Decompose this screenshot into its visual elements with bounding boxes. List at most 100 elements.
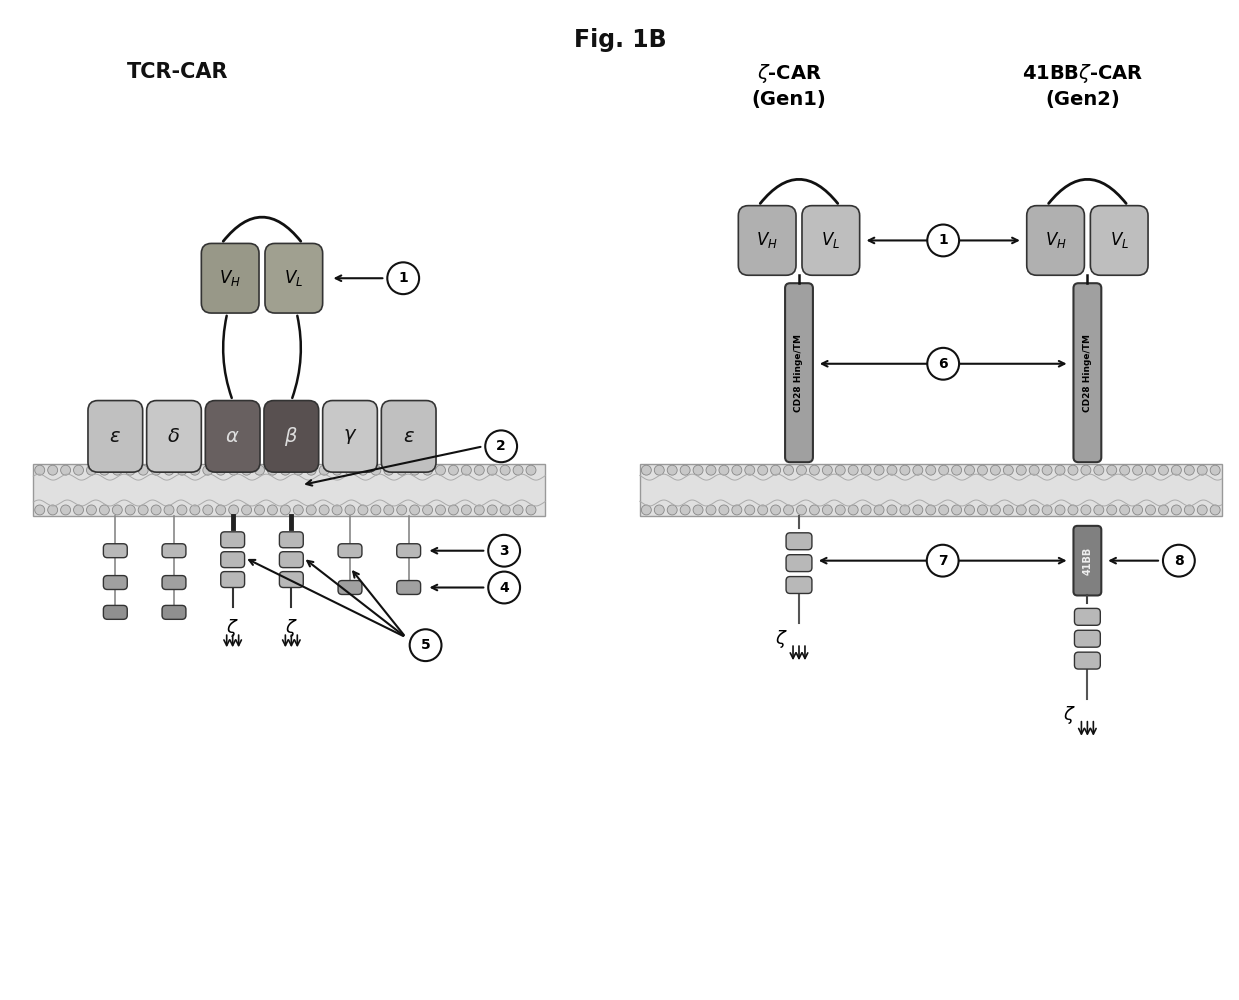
Circle shape — [320, 505, 330, 515]
FancyBboxPatch shape — [206, 401, 260, 472]
Circle shape — [719, 465, 729, 475]
Circle shape — [1120, 505, 1130, 515]
Circle shape — [164, 505, 173, 515]
Circle shape — [1146, 505, 1156, 515]
Circle shape — [344, 465, 356, 475]
Circle shape — [47, 505, 58, 515]
Circle shape — [139, 465, 149, 475]
FancyBboxPatch shape — [280, 572, 304, 588]
Text: CD28 Hinge/TM: CD28 Hinge/TM — [794, 334, 804, 412]
Circle shape — [680, 465, 690, 475]
Circle shape — [939, 465, 949, 475]
Circle shape — [87, 505, 97, 515]
Text: TCR-CAR: TCR-CAR — [126, 62, 228, 82]
Circle shape — [809, 465, 819, 475]
FancyBboxPatch shape — [88, 401, 142, 472]
Circle shape — [758, 465, 768, 475]
Circle shape — [396, 465, 406, 475]
Circle shape — [35, 505, 45, 515]
Text: 4: 4 — [499, 581, 509, 595]
Circle shape — [1004, 465, 1014, 475]
Circle shape — [280, 505, 290, 515]
Circle shape — [190, 505, 199, 515]
Circle shape — [1094, 505, 1104, 515]
FancyBboxPatch shape — [396, 544, 420, 558]
Bar — [33, 464, 545, 516]
Circle shape — [809, 505, 819, 515]
Text: $V_H$: $V_H$ — [219, 268, 242, 288]
Circle shape — [177, 505, 187, 515]
FancyBboxPatch shape — [396, 581, 420, 594]
Text: 6: 6 — [938, 357, 948, 371]
Circle shape — [913, 465, 923, 475]
Circle shape — [965, 465, 975, 475]
Circle shape — [927, 545, 959, 577]
Circle shape — [475, 505, 484, 515]
Circle shape — [873, 465, 883, 475]
Text: 3: 3 — [499, 544, 509, 558]
Circle shape — [410, 629, 441, 661]
Circle shape — [706, 465, 716, 475]
Circle shape — [242, 505, 252, 515]
Text: $β$: $β$ — [285, 425, 299, 448]
Circle shape — [1068, 465, 1078, 475]
FancyBboxPatch shape — [221, 552, 244, 568]
Circle shape — [1158, 465, 1168, 475]
Circle shape — [306, 465, 316, 475]
Circle shape — [952, 505, 961, 515]
FancyBboxPatch shape — [201, 243, 259, 313]
Circle shape — [436, 465, 446, 475]
Text: $ε$: $ε$ — [109, 427, 121, 446]
Text: $V_L$: $V_L$ — [284, 268, 304, 288]
Circle shape — [952, 465, 961, 475]
Circle shape — [861, 465, 871, 475]
Circle shape — [861, 505, 871, 515]
Circle shape — [1120, 465, 1130, 475]
Circle shape — [125, 465, 135, 475]
Text: $\zeta$: $\zeta$ — [227, 617, 239, 639]
Circle shape — [370, 465, 380, 475]
FancyBboxPatch shape — [280, 532, 304, 548]
Circle shape — [745, 505, 755, 515]
Circle shape — [797, 465, 807, 475]
Circle shape — [642, 465, 652, 475]
Circle shape — [513, 505, 523, 515]
Circle shape — [501, 505, 510, 515]
FancyBboxPatch shape — [802, 206, 860, 275]
Circle shape — [422, 505, 432, 515]
FancyBboxPatch shape — [382, 401, 436, 472]
Circle shape — [732, 505, 742, 515]
Circle shape — [1080, 465, 1090, 475]
FancyBboxPatch shape — [265, 243, 322, 313]
Circle shape — [61, 465, 71, 475]
Circle shape — [1184, 465, 1194, 475]
Circle shape — [527, 465, 536, 475]
Circle shape — [113, 465, 123, 475]
Text: $V_L$: $V_L$ — [821, 230, 840, 250]
Circle shape — [771, 465, 781, 475]
FancyBboxPatch shape — [162, 544, 186, 558]
Circle shape — [384, 465, 394, 475]
Circle shape — [990, 505, 1000, 515]
Text: $α$: $α$ — [225, 427, 240, 446]
Circle shape — [139, 505, 149, 515]
Circle shape — [177, 465, 187, 475]
Circle shape — [668, 465, 678, 475]
Circle shape — [1030, 465, 1040, 475]
Circle shape — [164, 465, 173, 475]
Circle shape — [732, 465, 742, 475]
FancyBboxPatch shape — [264, 401, 318, 472]
Text: $\zeta$: $\zeta$ — [1063, 704, 1075, 726]
Circle shape — [449, 465, 458, 475]
Text: $\zeta$: $\zeta$ — [774, 628, 788, 650]
Circle shape — [461, 465, 471, 475]
Circle shape — [254, 505, 264, 515]
Circle shape — [900, 505, 909, 515]
Text: $\zeta$-CAR
(Gen1): $\zeta$-CAR (Gen1) — [752, 62, 826, 109]
FancyBboxPatch shape — [338, 581, 362, 594]
Circle shape — [203, 505, 213, 515]
Circle shape — [835, 505, 845, 515]
Circle shape — [1042, 465, 1052, 475]
Circle shape — [1184, 505, 1194, 515]
Circle shape — [344, 505, 356, 515]
